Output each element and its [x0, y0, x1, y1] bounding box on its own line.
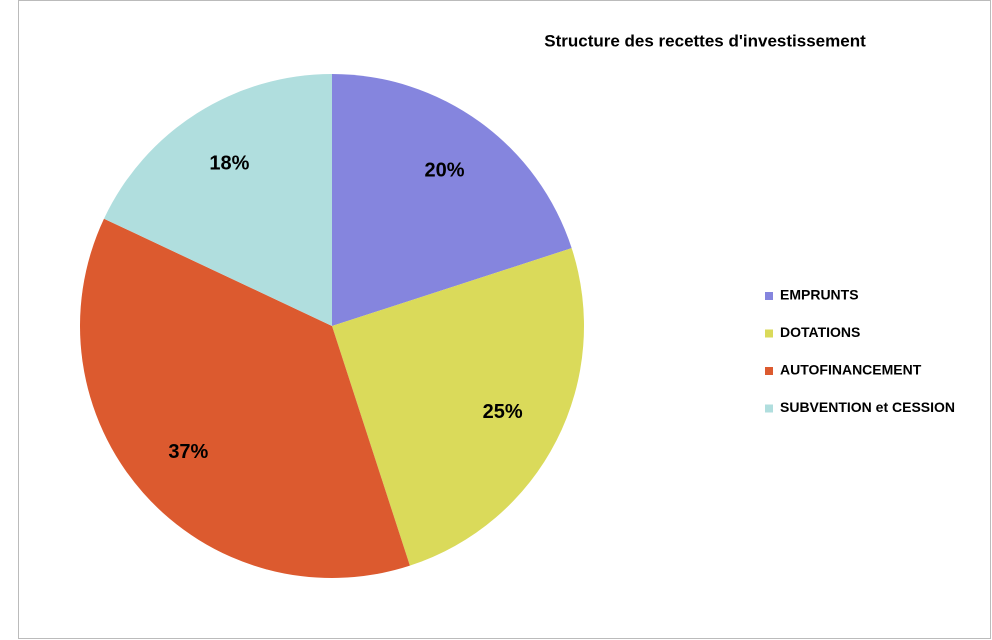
legend-swatch — [765, 292, 773, 300]
chart-title: Structure des recettes d'investissement — [544, 31, 866, 50]
pie-slice — [332, 74, 572, 326]
legend-swatch — [765, 367, 773, 375]
value-label: 37% — [168, 441, 208, 463]
legend-swatch — [765, 404, 773, 413]
pie-slice — [332, 248, 585, 566]
value-label: 25% — [483, 401, 523, 423]
legend-label: EMPRUNTS — [780, 287, 859, 303]
legend-label: AUTOFINANCEMENT — [780, 362, 922, 378]
legend-swatch — [765, 329, 773, 338]
pie-slice — [103, 74, 332, 326]
value-label: 18% — [209, 153, 249, 175]
legend-label: DOTATIONS — [780, 324, 860, 340]
legend-label: SUBVENTION et CESSION — [780, 399, 955, 415]
pie-slice — [79, 218, 410, 579]
value-label: 20% — [425, 159, 465, 181]
